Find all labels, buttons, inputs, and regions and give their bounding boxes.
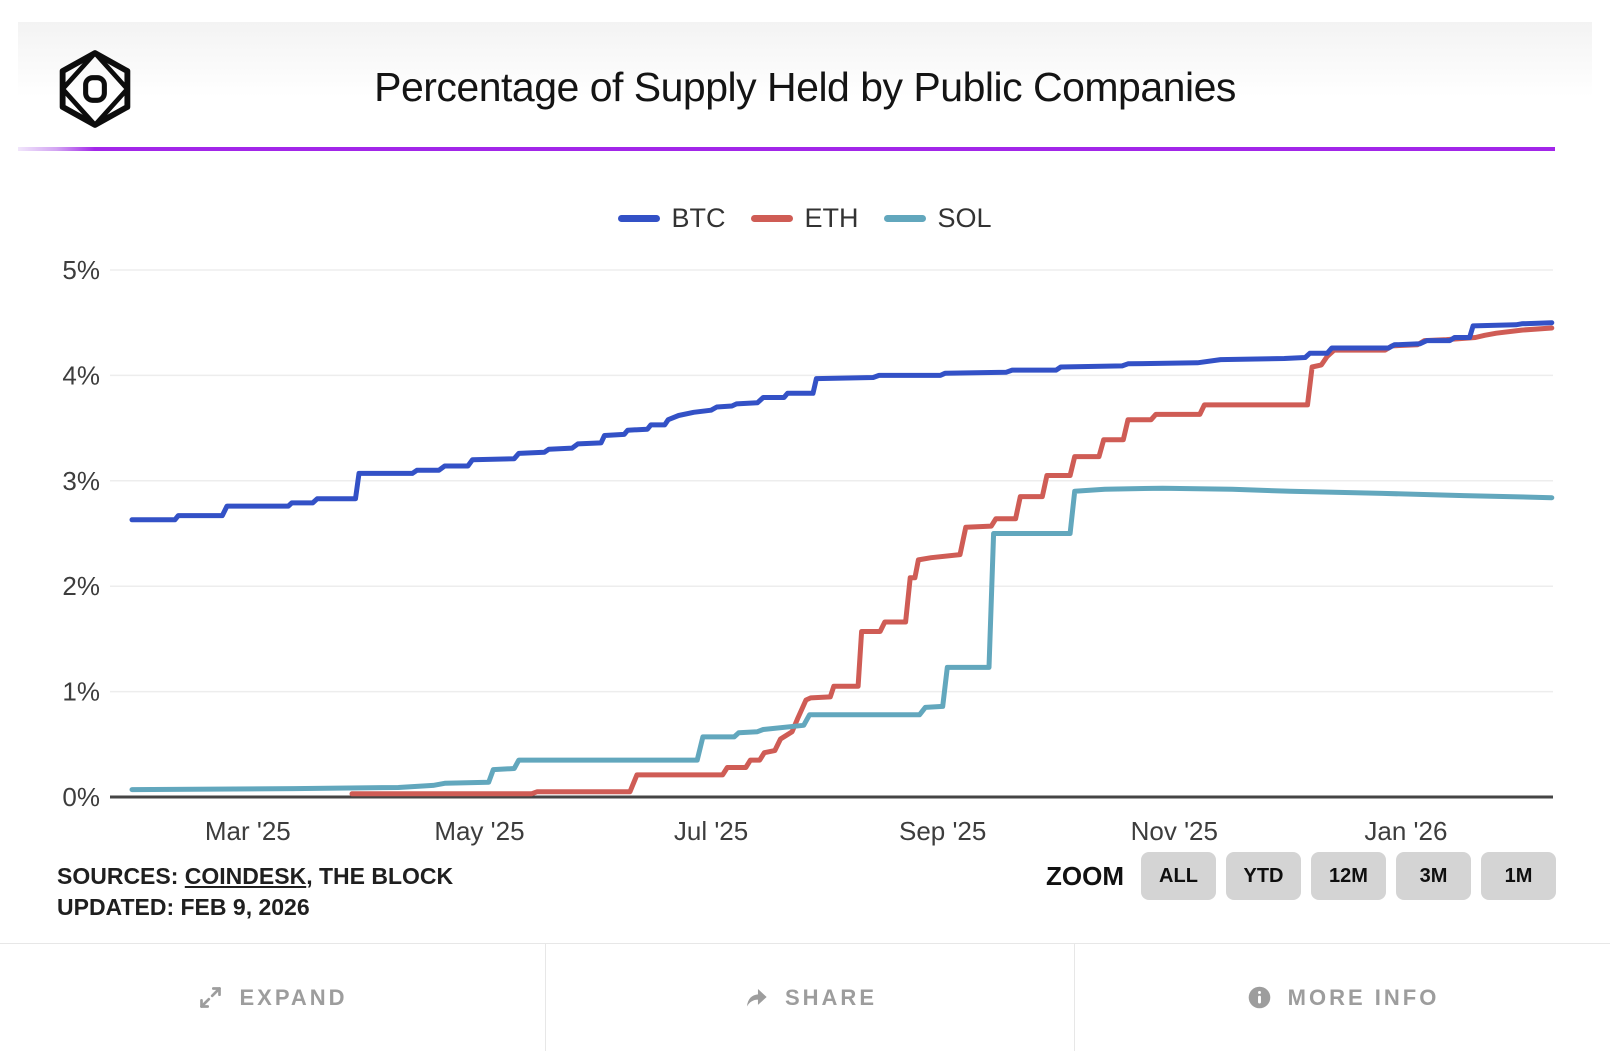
card-header-background bbox=[18, 22, 1592, 147]
page-title: Percentage of Supply Held by Public Comp… bbox=[374, 64, 1236, 110]
x-axis-tick-label: Nov '25 bbox=[1131, 816, 1218, 846]
zoom-1m-button[interactable]: 1M bbox=[1481, 852, 1556, 900]
more-info-label: MORE INFO bbox=[1287, 984, 1440, 1010]
info-icon bbox=[1248, 986, 1270, 1009]
share-label: SHARE bbox=[784, 984, 877, 1010]
action-bar: EXPAND SHARE MORE INFO bbox=[0, 943, 1610, 1051]
y-axis-tick-label: 3% bbox=[62, 466, 100, 496]
legend-item-btc[interactable]: BTC bbox=[618, 203, 725, 234]
share-icon bbox=[746, 988, 767, 1007]
updated-line: UPDATED: FEB 9, 2026 bbox=[57, 894, 310, 920]
btc-swatch bbox=[618, 214, 661, 222]
sources-block: SOURCES: COINDESK, THE BLOCK UPDATED: FE… bbox=[57, 861, 453, 923]
sources-line: SOURCES: COINDESK, THE BLOCK bbox=[57, 861, 453, 892]
x-axis-tick-label: Jul '25 bbox=[674, 816, 748, 846]
legend-label: ETH bbox=[804, 202, 859, 233]
zoom-label: ZOOM bbox=[1046, 860, 1124, 891]
more-info-button[interactable]: MORE INFO bbox=[1075, 944, 1610, 1051]
eth-swatch bbox=[751, 214, 794, 222]
chart-legend: BTC ETH SOL bbox=[0, 200, 1610, 236]
legend-item-sol[interactable]: SOL bbox=[884, 202, 992, 234]
accent-divider bbox=[18, 147, 1555, 151]
zoom-controls: ZOOM ALL YTD 12M 3M 1M bbox=[1046, 852, 1556, 900]
x-axis-tick-label: Mar '25 bbox=[205, 816, 291, 846]
x-axis-tick-label: Sep '25 bbox=[899, 816, 986, 846]
line-sol bbox=[129, 485, 1555, 793]
y-axis-tick-label: 4% bbox=[62, 360, 100, 390]
zoom-12m-button[interactable]: 12M bbox=[1311, 852, 1386, 900]
y-axis-tick-label: 2% bbox=[62, 571, 100, 601]
zoom-3m-button[interactable]: 3M bbox=[1396, 852, 1471, 900]
line-eth bbox=[349, 325, 1555, 797]
legend-item-eth[interactable]: ETH bbox=[751, 203, 858, 234]
legend-label: SOL bbox=[937, 202, 992, 233]
expand-label: EXPAND bbox=[239, 984, 348, 1010]
x-axis-tick-label: May '25 bbox=[434, 816, 524, 846]
y-axis-tick-label: 0% bbox=[62, 782, 100, 812]
y-axis-tick-label: 1% bbox=[62, 677, 100, 707]
expand-button[interactable]: EXPAND bbox=[0, 944, 546, 1051]
expand-icon bbox=[200, 987, 222, 1008]
sources-suffix: , THE BLOCK bbox=[306, 863, 454, 889]
coindesk-link[interactable]: COINDESK bbox=[184, 863, 307, 889]
zoom-ytd-button[interactable]: YTD bbox=[1226, 852, 1301, 900]
sources-prefix: SOURCES: bbox=[57, 863, 185, 889]
sol-swatch bbox=[884, 214, 927, 222]
legend-label: BTC bbox=[671, 202, 726, 233]
line-btc bbox=[129, 320, 1555, 523]
x-axis-tick-label: Jan '26 bbox=[1364, 816, 1447, 846]
y-axis-tick-label: 5% bbox=[62, 255, 100, 285]
share-button[interactable]: SHARE bbox=[546, 944, 1075, 1051]
the-block-logo bbox=[59, 50, 131, 128]
zoom-all-button[interactable]: ALL bbox=[1141, 852, 1216, 900]
